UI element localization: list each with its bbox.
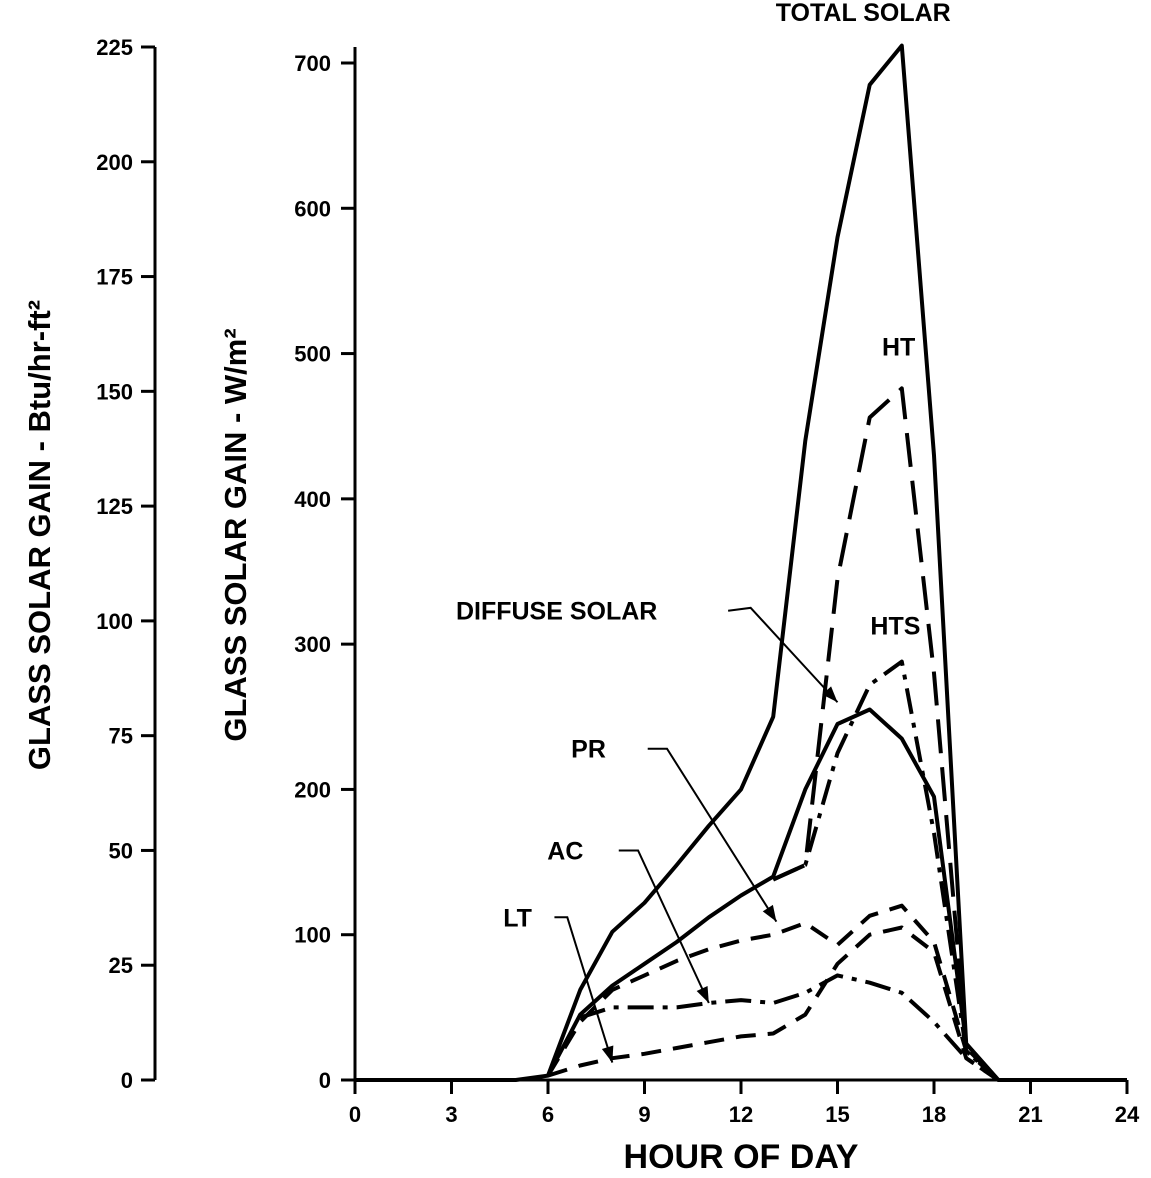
- label-lt: LT: [503, 904, 532, 932]
- left-tick-label: 125: [96, 494, 133, 519]
- arrow-pr: [647, 747, 778, 923]
- arrow-ac: [618, 849, 710, 1004]
- arrowhead-diffuse-solar: [822, 686, 838, 703]
- arrow-diffuse-solar: [728, 606, 839, 703]
- x-tick-label: 0: [349, 1102, 361, 1127]
- series-line-lt: [547, 925, 1000, 1082]
- series-line-pr: [546, 903, 1000, 1082]
- main-y-tick-label: 700: [294, 51, 331, 76]
- left-tick-label: 200: [96, 150, 133, 175]
- main-y-tick-label: 0: [319, 1068, 331, 1093]
- left-tick-label: 0: [121, 1068, 133, 1093]
- x-tick-label: 12: [729, 1102, 753, 1127]
- annotation-arrows: [554, 606, 839, 1063]
- series-line-diffuse-solar: [546, 707, 1000, 1082]
- x-tick-label: 21: [1018, 1102, 1042, 1127]
- left-tick-label: 50: [109, 838, 133, 863]
- x-axis-title: HOUR OF DAY: [624, 1138, 859, 1176]
- x-tick-label: 9: [638, 1102, 650, 1127]
- main-y-tick-label: 500: [294, 342, 331, 367]
- arrowhead-pr: [762, 904, 777, 922]
- label-pr: PR: [571, 736, 606, 764]
- main-y-tick-label: 400: [294, 487, 331, 512]
- annotation-labels: TOTAL SOLAR HT HTS DIFFUSE SOLAR PR AC LT: [456, 0, 951, 932]
- left-tick-label: 75: [109, 724, 133, 749]
- label-hts: HTS: [870, 612, 920, 640]
- series-line-ht: [772, 386, 1000, 1082]
- arrowhead-lt: [601, 1045, 614, 1063]
- left-tick-label: 100: [96, 609, 133, 634]
- x-axis-hour: 0 3 6 9 12 15 18 21 24: [349, 1078, 1140, 1127]
- series-layer: [355, 43, 1127, 1082]
- label-ht: HT: [882, 333, 915, 361]
- left-tick-label: 175: [96, 265, 133, 290]
- left-y-axis-btu: 0 25 50 75 100 125 150 175 200 225: [96, 35, 157, 1093]
- series-line-total-solar: [355, 43, 1127, 1082]
- arrowhead-ac: [696, 985, 709, 1003]
- x-tick-label: 3: [445, 1102, 457, 1127]
- series-line-ac: [579, 973, 1000, 1082]
- x-tick-label: 18: [922, 1102, 946, 1127]
- x-tick-label: 15: [825, 1102, 849, 1127]
- main-y-tick-label: 200: [294, 777, 331, 802]
- main-y-tick-label: 300: [294, 632, 331, 657]
- label-diffuse-solar: DIFFUSE SOLAR: [456, 598, 657, 626]
- main-y-axis-wm2: 0 100 200 300 400 500 600 700: [294, 47, 357, 1093]
- x-tick-label: 24: [1115, 1102, 1140, 1127]
- arrow-lt: [554, 916, 614, 1063]
- left-y-axis-title: GLASS SOLAR GAIN - Btu/hr-ft²: [22, 300, 57, 770]
- main-y-tick-label: 600: [294, 196, 331, 221]
- main-y-axis-title: GLASS SOLAR GAIN - W/m²: [218, 328, 253, 741]
- main-y-tick-label: 100: [294, 923, 331, 948]
- label-ac: AC: [547, 837, 583, 865]
- left-tick-label: 150: [96, 379, 133, 404]
- label-total-solar: TOTAL SOLAR: [776, 0, 951, 27]
- left-tick-label: 25: [109, 953, 133, 978]
- left-tick-label: 225: [96, 35, 133, 60]
- x-tick-label: 6: [542, 1102, 554, 1127]
- series-line-hts: [772, 659, 1000, 1082]
